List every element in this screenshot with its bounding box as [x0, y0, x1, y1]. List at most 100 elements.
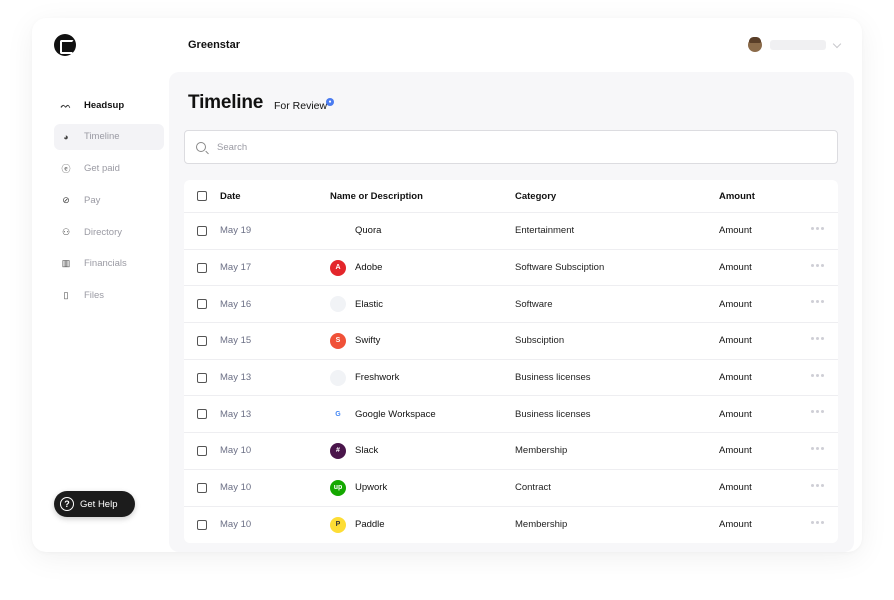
row-amount: Amount	[719, 225, 752, 237]
row-name: Quora	[330, 222, 515, 239]
table-row[interactable]: May 13 G Google Workspace Business licenses…	[184, 396, 838, 434]
row-checkbox[interactable]	[197, 445, 207, 456]
headsup-icon: ᨓ	[60, 99, 72, 110]
sidebar-item-headsup[interactable]: ᨓ Headsup	[54, 92, 164, 118]
vendor-logo-icon: A	[330, 259, 346, 276]
get-help-button[interactable]: ? Get Help	[54, 491, 135, 517]
search-bar[interactable]	[184, 130, 838, 164]
column-header-date[interactable]: Date	[220, 190, 241, 202]
row-date: May 15	[220, 335, 252, 347]
vendor-logo-icon: G	[330, 406, 346, 423]
review-badge-icon: ●	[326, 98, 334, 106]
select-all-checkbox[interactable]	[197, 191, 207, 201]
sidebar-item-label: Headsup	[84, 99, 125, 111]
get-help-label: Get Help	[80, 498, 118, 510]
row-category: Business licenses	[515, 372, 591, 384]
more-options-icon[interactable]	[811, 300, 824, 304]
row-category: Membership	[515, 519, 568, 531]
row-amount: Amount	[719, 298, 752, 310]
row-category: Software	[515, 298, 553, 310]
column-header-amount[interactable]: Amount	[719, 190, 755, 202]
directory-icon: ⚇	[61, 226, 71, 237]
row-amount: Amount	[719, 445, 752, 457]
row-name-text: Slack	[355, 445, 379, 457]
search-input[interactable]	[217, 141, 817, 153]
row-name-text: Freshwork	[355, 372, 400, 384]
more-options-icon[interactable]	[811, 483, 824, 487]
row-checkbox[interactable]	[197, 335, 207, 346]
sidebar-item-financials[interactable]: ▥ Financials	[54, 251, 164, 277]
column-header-category[interactable]: Category	[515, 190, 557, 202]
vendor-logo-icon: #	[330, 442, 346, 459]
row-date: May 13	[220, 372, 252, 384]
row-name-text: Google Workspace	[355, 408, 436, 420]
row-name-text: Upwork	[355, 482, 388, 494]
app-logo-icon[interactable]	[54, 34, 76, 56]
row-checkbox[interactable]	[197, 519, 207, 530]
row-name-text: Paddle	[355, 519, 385, 531]
sidebar-item-get-paid[interactable]: ⓔ Get paid	[54, 156, 164, 182]
row-amount: Amount	[719, 482, 752, 494]
question-icon: ?	[60, 497, 74, 511]
more-options-icon[interactable]	[811, 447, 824, 451]
row-category: Business licenses	[515, 408, 591, 420]
user-name-placeholder	[770, 40, 826, 50]
table-row[interactable]: May 10 # Slack Membership Amount	[184, 433, 838, 470]
row-checkbox[interactable]	[197, 299, 207, 310]
row-date: May 17	[220, 262, 252, 274]
org-name: Greenstar	[188, 39, 240, 51]
vendor-logo-icon	[330, 296, 346, 313]
sidebar: ᨓ Headsup ◕ Timeline ⓔ Get paid ⊘ Pay ⚇ …	[54, 92, 164, 315]
row-checkbox[interactable]	[197, 225, 207, 236]
row-name: Freshwork	[330, 369, 515, 386]
row-checkbox[interactable]	[197, 482, 207, 493]
table-row[interactable]: May 13 Freshwork Business licenses Amount	[184, 360, 838, 397]
row-name-text: Quora	[355, 225, 382, 237]
table-header-row: Date Name or Description Category Amount	[184, 180, 838, 213]
row-date: May 19	[220, 225, 252, 237]
sidebar-item-label: Financials	[84, 258, 127, 270]
vendor-logo-icon	[330, 222, 346, 239]
row-name: Elastic	[330, 296, 515, 313]
financials-icon: ▥	[61, 258, 71, 269]
table-row[interactable]: May 16 Elastic Software Amount	[184, 286, 838, 324]
row-amount: Amount	[719, 372, 752, 384]
more-options-icon[interactable]	[811, 520, 824, 524]
row-category: Membership	[515, 445, 568, 457]
user-menu[interactable]	[748, 37, 842, 52]
row-name: G Google Workspace	[330, 406, 515, 423]
row-name: up Upwork	[330, 479, 515, 496]
table-row[interactable]: May 15 S Swifty Subsciption Amount	[184, 323, 838, 360]
sidebar-item-files[interactable]: ▯ Files	[54, 283, 164, 309]
table-row[interactable]: May 19 Quora Entertainment Amount	[184, 213, 838, 250]
row-name: A Adobe	[330, 259, 515, 276]
vendor-logo-icon: P	[330, 516, 346, 533]
transactions-table: Date Name or Description Category Amount…	[184, 180, 838, 544]
column-header-name[interactable]: Name or Description	[330, 190, 423, 202]
sidebar-item-pay[interactable]: ⊘ Pay	[54, 187, 164, 213]
avatar[interactable]	[748, 37, 762, 52]
row-checkbox[interactable]	[197, 409, 207, 420]
page-title: Timeline	[188, 92, 264, 113]
sidebar-item-directory[interactable]: ⚇ Directory	[54, 219, 164, 245]
row-checkbox[interactable]	[197, 372, 207, 383]
sidebar-item-timeline[interactable]: ◕ Timeline	[54, 123, 164, 150]
table-row[interactable]: May 17 A Adobe Software Subsciption Amount	[184, 250, 838, 287]
more-options-icon[interactable]	[811, 373, 824, 377]
more-options-icon[interactable]	[811, 263, 824, 267]
sidebar-item-label: Directory	[84, 226, 123, 238]
more-options-icon[interactable]	[811, 227, 824, 230]
more-options-icon[interactable]	[811, 410, 824, 414]
table-row[interactable]: May 10 P Paddle Membership Amount	[184, 507, 838, 544]
vendor-logo-icon: S	[330, 332, 346, 349]
row-amount: Amount	[719, 408, 752, 420]
more-options-icon[interactable]	[811, 337, 824, 341]
sidebar-item-label: Timeline	[84, 131, 120, 143]
row-checkbox[interactable]	[197, 262, 207, 273]
row-name: P Paddle	[330, 516, 515, 533]
chevron-down-icon[interactable]	[832, 39, 842, 48]
page-subtitle[interactable]: For Review	[274, 100, 328, 112]
vendor-logo-icon: up	[330, 479, 346, 496]
row-date: May 10	[220, 482, 252, 494]
table-row[interactable]: May 10 up Upwork Contract Amount	[184, 470, 838, 507]
